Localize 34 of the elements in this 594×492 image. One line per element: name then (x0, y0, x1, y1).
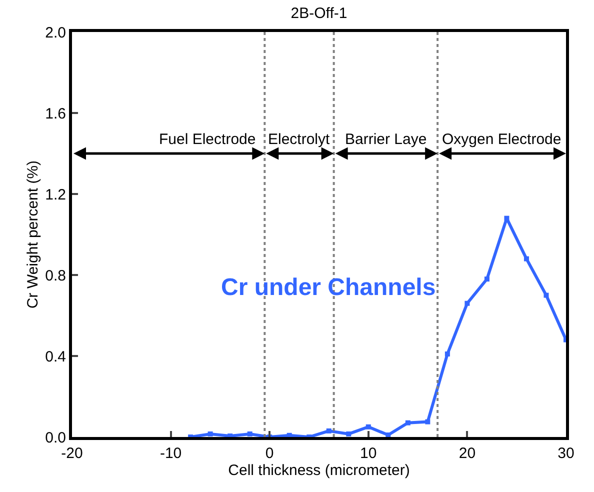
point (405, 420, 410, 426)
annotation: Fuel Electrode (159, 131, 256, 148)
x-tick-label: -10 (160, 445, 182, 462)
y-tick-label: 2.0 (45, 24, 66, 42)
point (386, 432, 391, 437)
x-tick-label: 10 (360, 445, 377, 462)
chart-title: 2B-Off-1 (290, 4, 348, 22)
y-tick-label: 0.4 (45, 348, 66, 366)
annotation: Electrolyt (268, 131, 331, 148)
y-tick-label: 0.0 (45, 429, 66, 446)
point (544, 292, 549, 298)
x-axis-title: Cell thickness (micrometer) (228, 462, 410, 479)
y-tick-label: 0.8 (45, 267, 66, 284)
point (346, 431, 352, 436)
y-tick-label: 1.6 (45, 105, 66, 122)
point (366, 424, 371, 430)
point (524, 256, 529, 262)
point (444, 351, 450, 356)
x-tick-label: 30 (558, 445, 574, 462)
y-axis-title: Cr Weight percent (%) (24, 160, 42, 309)
x-tick-label: 0 (265, 445, 274, 462)
point (208, 431, 213, 436)
point (247, 431, 252, 436)
x-tick-label: -20 (61, 445, 83, 462)
y-tick-label: 1.2 (45, 186, 66, 204)
x-tick-label: 20 (458, 445, 476, 462)
annotation: Oxygen Electrode (442, 131, 562, 148)
point (464, 300, 470, 306)
annotation: Cr under Channels (221, 274, 436, 301)
point (425, 419, 430, 424)
point (326, 428, 332, 434)
point (504, 216, 510, 221)
annotation: Barrier Laye (345, 131, 427, 148)
point (484, 276, 490, 282)
